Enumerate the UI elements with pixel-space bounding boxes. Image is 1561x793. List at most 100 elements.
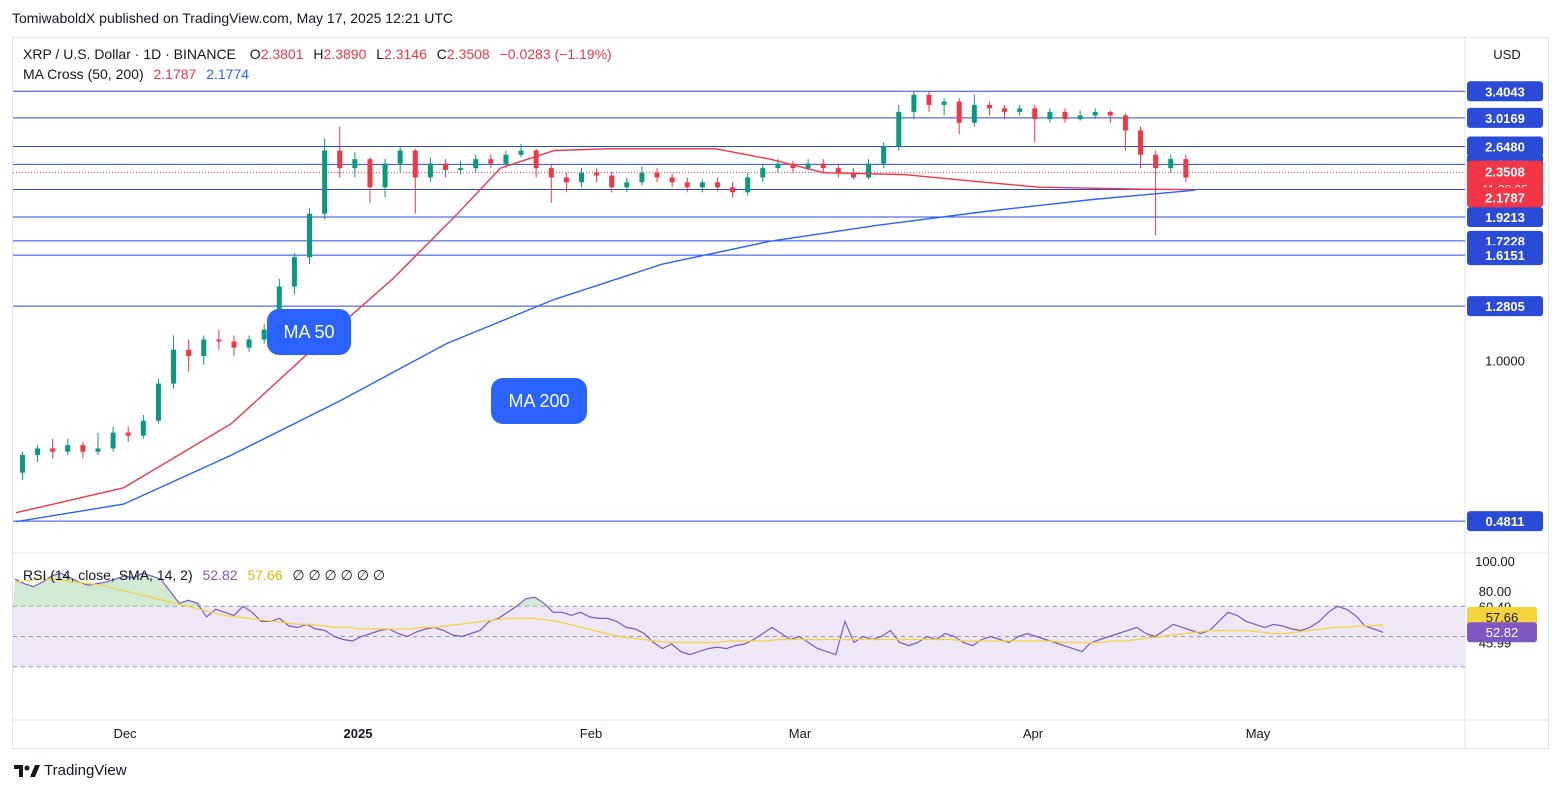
rsi-tag-bg bbox=[1467, 622, 1537, 643]
ma50-tag-bg bbox=[1467, 187, 1543, 208]
tradingview-logo-icon bbox=[14, 764, 40, 777]
rsi-tick-0: 100.00 bbox=[1475, 554, 1515, 569]
candle-body bbox=[19, 455, 25, 473]
candle-body bbox=[261, 329, 267, 340]
candle-body bbox=[1153, 154, 1159, 169]
candle-body bbox=[1092, 111, 1098, 116]
candle-body bbox=[956, 101, 962, 123]
candle-body bbox=[1032, 108, 1038, 120]
candle-body bbox=[760, 168, 766, 178]
ma200-callout: MA 200 bbox=[508, 391, 569, 411]
candle-body bbox=[971, 104, 977, 123]
candle-body bbox=[473, 159, 479, 169]
rsi-sma-legend-value: 57.66 bbox=[247, 567, 283, 583]
candle-body bbox=[1077, 115, 1083, 120]
candle-body bbox=[140, 420, 146, 436]
candle-body bbox=[186, 349, 192, 357]
x-tick-May: May bbox=[1246, 726, 1271, 741]
candle-body bbox=[624, 182, 630, 188]
price-tag-0: 3.4043 bbox=[1485, 84, 1525, 99]
candle-body bbox=[911, 94, 917, 112]
tradingview-brand[interactable]: TradingView bbox=[14, 762, 127, 779]
candle-body bbox=[714, 182, 720, 188]
candle-body bbox=[382, 163, 388, 188]
open-value: 2.3801 bbox=[260, 46, 304, 62]
price-tick-1: 1.0000 bbox=[1485, 353, 1525, 368]
rsi-overbought-fill bbox=[13, 573, 1383, 607]
candle-body bbox=[609, 175, 615, 188]
rsi-legend-value: 52.82 bbox=[202, 567, 238, 583]
ma200-legend-value: 2.1774 bbox=[206, 66, 250, 82]
candle-body bbox=[745, 177, 751, 193]
candle-body bbox=[95, 448, 101, 452]
current-price-label: 2.3508 bbox=[1485, 165, 1525, 180]
price-tag-1: 3.0169 bbox=[1485, 111, 1525, 126]
candle-body bbox=[684, 182, 690, 188]
candle-body bbox=[367, 159, 373, 188]
candle-body bbox=[1122, 115, 1128, 131]
candle-body bbox=[835, 168, 841, 173]
candle-body bbox=[276, 286, 282, 330]
ma50-callout: MA 50 bbox=[283, 322, 334, 342]
candle-body bbox=[941, 101, 947, 105]
candle-body bbox=[563, 177, 569, 183]
candle-body bbox=[412, 150, 418, 178]
rsi-name: RSI (14, close, SMA, 14, 2) bbox=[23, 567, 193, 583]
candle-body bbox=[518, 150, 524, 155]
candle-body bbox=[458, 168, 464, 170]
ma200-callout-bg bbox=[491, 378, 587, 424]
candle-body bbox=[125, 432, 131, 436]
candle-body bbox=[50, 448, 56, 452]
x-tick-Mar: Mar bbox=[789, 726, 812, 741]
x-tick-2025: 2025 bbox=[344, 726, 373, 741]
rsi-line bbox=[14, 572, 1384, 656]
candle-body bbox=[216, 339, 222, 342]
candle-body bbox=[1047, 111, 1053, 120]
symbol-legend: XRP / U.S. Dollar · 1D · BINANCE O2.3801… bbox=[23, 46, 612, 62]
candle-body bbox=[1138, 130, 1144, 155]
publisher-line: TomiwaboldX published on TradingView.com… bbox=[12, 10, 453, 26]
candle-body bbox=[548, 168, 554, 178]
candle-body bbox=[155, 383, 161, 421]
candle-body bbox=[594, 172, 600, 176]
low-label: L bbox=[376, 46, 385, 62]
low-value: 2.3146 bbox=[384, 46, 427, 62]
x-tick-Apr: Apr bbox=[1023, 726, 1044, 741]
tradingview-wordmark: TradingView bbox=[44, 762, 127, 779]
price-tag-5: 1.9213 bbox=[1485, 210, 1525, 225]
candle-body bbox=[65, 445, 71, 452]
x-tick-Dec: Dec bbox=[113, 726, 137, 741]
candle-body bbox=[201, 339, 207, 357]
candle-body bbox=[427, 163, 433, 178]
price-tag-bg-7 bbox=[1467, 245, 1543, 266]
candle-body bbox=[35, 448, 41, 456]
ma200-line bbox=[15, 189, 1196, 523]
price-tag-bg-0 bbox=[1467, 81, 1543, 102]
candle-body bbox=[654, 172, 660, 178]
candle-body bbox=[1168, 159, 1174, 169]
open-label: O bbox=[249, 46, 261, 62]
ma50-legend-value: 2.1787 bbox=[153, 66, 197, 82]
candle-body bbox=[231, 341, 237, 348]
currency-selector[interactable]: USD bbox=[1493, 47, 1521, 62]
candle-body bbox=[291, 257, 297, 287]
high-value: 2.3890 bbox=[323, 46, 367, 62]
ma50-tag: 2.1787 bbox=[1485, 190, 1525, 205]
candle-body bbox=[503, 154, 509, 164]
high-label: H bbox=[313, 46, 324, 62]
candle-body bbox=[246, 339, 252, 348]
price-tag-bg-8 bbox=[1467, 296, 1543, 317]
candle-body bbox=[488, 159, 494, 164]
ma-legend: MA Cross (50, 200) 2.1787 2.1774 bbox=[23, 66, 249, 82]
candle-body bbox=[397, 150, 403, 164]
symbol-name: XRP / U.S. Dollar · 1D · BINANCE bbox=[23, 46, 236, 62]
rsi-tick-1: 80.00 bbox=[1479, 584, 1512, 599]
candle-body bbox=[669, 177, 675, 183]
price-tag-2: 2.6480 bbox=[1485, 140, 1525, 155]
rsi-legend: RSI (14, close, SMA, 14, 2) 52.82 57.66 … bbox=[23, 567, 385, 584]
candle-body bbox=[1183, 159, 1189, 178]
change-value: −0.0283 (−1.19%) bbox=[499, 46, 612, 62]
candle-body bbox=[730, 187, 736, 193]
